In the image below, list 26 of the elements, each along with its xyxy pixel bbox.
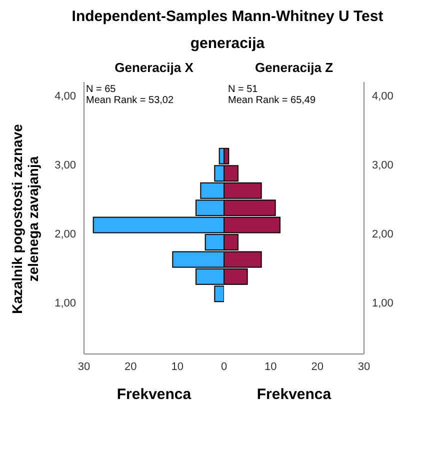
y-axis-title: Kazalnik pogostosti zaznave zelenega zavajanja — [9, 123, 41, 316]
y-tick-label: 4,00 — [54, 90, 76, 103]
y-tick-label: 2,00 — [372, 228, 394, 240]
y-tick-label: 1,00 — [372, 297, 394, 310]
y-tick-label: 1,00 — [54, 297, 76, 310]
y-tick-label: 3,00 — [372, 160, 394, 172]
x-tick-label: 20 — [124, 360, 137, 373]
annotation: Mean Rank = 53,02 — [86, 95, 174, 106]
x-axis-title: Frekvenca — [116, 386, 192, 403]
x-tick-label: 30 — [358, 360, 370, 373]
y-tick-label: 2,00 — [54, 228, 76, 240]
annotation: N = 51 — [228, 84, 259, 95]
x-tick-label: 20 — [311, 360, 324, 373]
x-tick-label: 10 — [264, 360, 277, 373]
legend-title: Generacija X — [114, 60, 194, 77]
x-tick-label: 10 — [171, 360, 184, 373]
x-axis-title: Frekvenca — [256, 386, 332, 403]
chart-subtitle: generacija — [189, 35, 266, 52]
chart-title: Independent-Samples Mann-Whitney U Test — [70, 8, 384, 25]
annotation: Mean Rank = 65,49 — [228, 95, 316, 106]
x-tick-label: 0 — [220, 360, 228, 373]
annotation: N = 65 — [86, 84, 117, 95]
x-tick-label: 30 — [78, 360, 90, 373]
y-tick-label: 3,00 — [54, 160, 76, 172]
y-tick-label: 4,00 — [372, 90, 394, 103]
legend-title: Generacija Z — [254, 60, 334, 77]
